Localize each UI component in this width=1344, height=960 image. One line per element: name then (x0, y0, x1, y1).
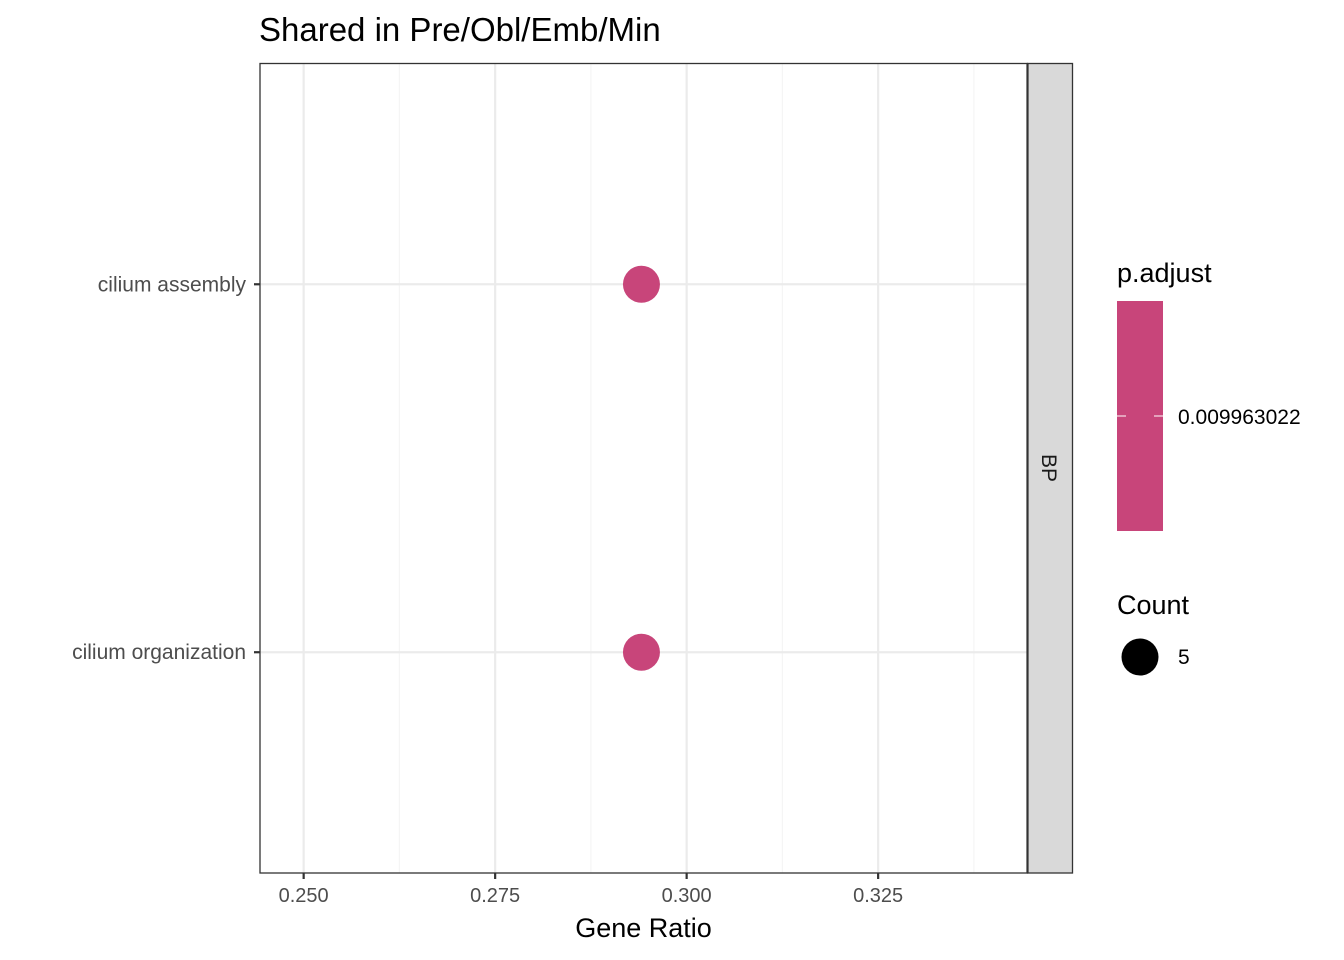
y-axis: cilium assembly cilium organization (72, 273, 260, 664)
size-legend-key (1121, 638, 1159, 676)
chart-title: Shared in Pre/Obl/Emb/Min (259, 11, 661, 48)
size-legend-title: Count (1117, 590, 1190, 620)
facet-strip (1026, 62, 1074, 874)
data-point (622, 265, 660, 303)
y-tick-label: cilium organization (72, 641, 246, 664)
data-points (622, 265, 660, 671)
x-tick-label: 0.325 (853, 885, 903, 907)
x-axis-title: Gene Ratio (575, 913, 712, 943)
plot-panel (260, 63, 1028, 873)
size-legend-label: 5 (1178, 646, 1190, 669)
facet-label: BP (1037, 454, 1060, 482)
y-tick-label: cilium assembly (98, 273, 247, 296)
x-tick-label: 0.275 (470, 885, 520, 907)
x-axis: 0.250 0.275 0.300 0.325 (279, 873, 903, 907)
color-legend-label: 0.009963022 (1178, 406, 1301, 429)
x-tick-label: 0.300 (662, 885, 712, 907)
data-point (622, 633, 660, 671)
color-legend-title: p.adjust (1117, 258, 1212, 288)
x-tick-label: 0.250 (279, 885, 329, 907)
minor-gridlines (398, 63, 975, 873)
